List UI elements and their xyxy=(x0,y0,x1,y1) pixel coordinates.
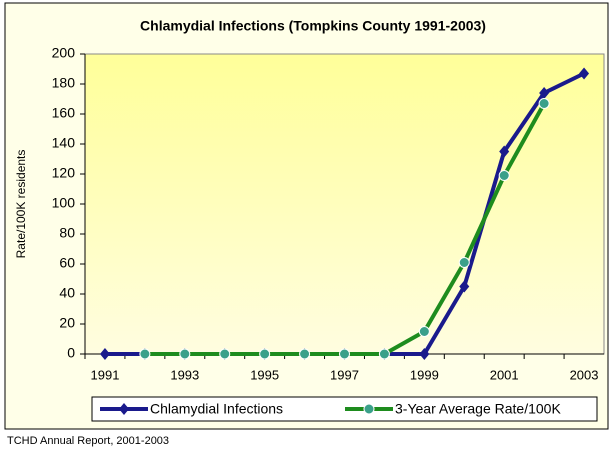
y-tick-label: 180 xyxy=(52,75,76,91)
point xyxy=(458,257,470,268)
plot-area xyxy=(84,53,605,355)
point xyxy=(419,348,430,360)
legend-label: Chlamydial Infections xyxy=(150,401,283,417)
y-tick-label: 80 xyxy=(59,225,75,241)
point xyxy=(579,67,590,80)
y-axis-label: Rate/100K residents xyxy=(14,150,28,259)
point xyxy=(378,348,390,360)
point xyxy=(339,348,350,360)
point xyxy=(219,348,231,360)
point xyxy=(459,280,470,293)
y-tick-label: 100 xyxy=(52,195,76,211)
legend-label: 3-Year Average Rate/100K xyxy=(395,401,561,417)
point xyxy=(139,348,151,360)
x-tick-label: 1991 xyxy=(91,367,120,382)
y-tick-label: 120 xyxy=(52,165,76,181)
point xyxy=(259,348,271,360)
y-tick-label: 60 xyxy=(59,255,75,271)
y-tick-label: 200 xyxy=(52,45,76,61)
y-tick-label: 0 xyxy=(67,345,75,361)
point xyxy=(119,403,129,415)
point xyxy=(539,87,550,99)
legend xyxy=(91,396,598,422)
point xyxy=(99,348,110,360)
point xyxy=(418,326,430,337)
x-tick-label: 1997 xyxy=(330,367,359,382)
y-tick-label: 160 xyxy=(52,105,76,121)
point xyxy=(179,348,191,360)
x-tick-label: 1995 xyxy=(250,367,279,382)
chart-title: Chlamydial Infections (Tompkins County 1… xyxy=(140,18,486,34)
point xyxy=(299,348,311,360)
point xyxy=(499,145,510,158)
y-tick-label: 20 xyxy=(59,315,75,331)
point xyxy=(363,403,375,415)
point xyxy=(538,98,550,109)
x-tick-label: 2003 xyxy=(570,367,599,382)
y-tick-label: 140 xyxy=(52,135,76,151)
point xyxy=(498,170,510,181)
y-tick-label: 40 xyxy=(59,285,75,301)
x-tick-label: 2001 xyxy=(490,367,519,382)
x-tick-label: 1999 xyxy=(410,367,439,382)
source-note: TCHD Annual Report, 2001-2003 xyxy=(7,435,169,447)
x-tick-label: 1993 xyxy=(170,367,199,382)
